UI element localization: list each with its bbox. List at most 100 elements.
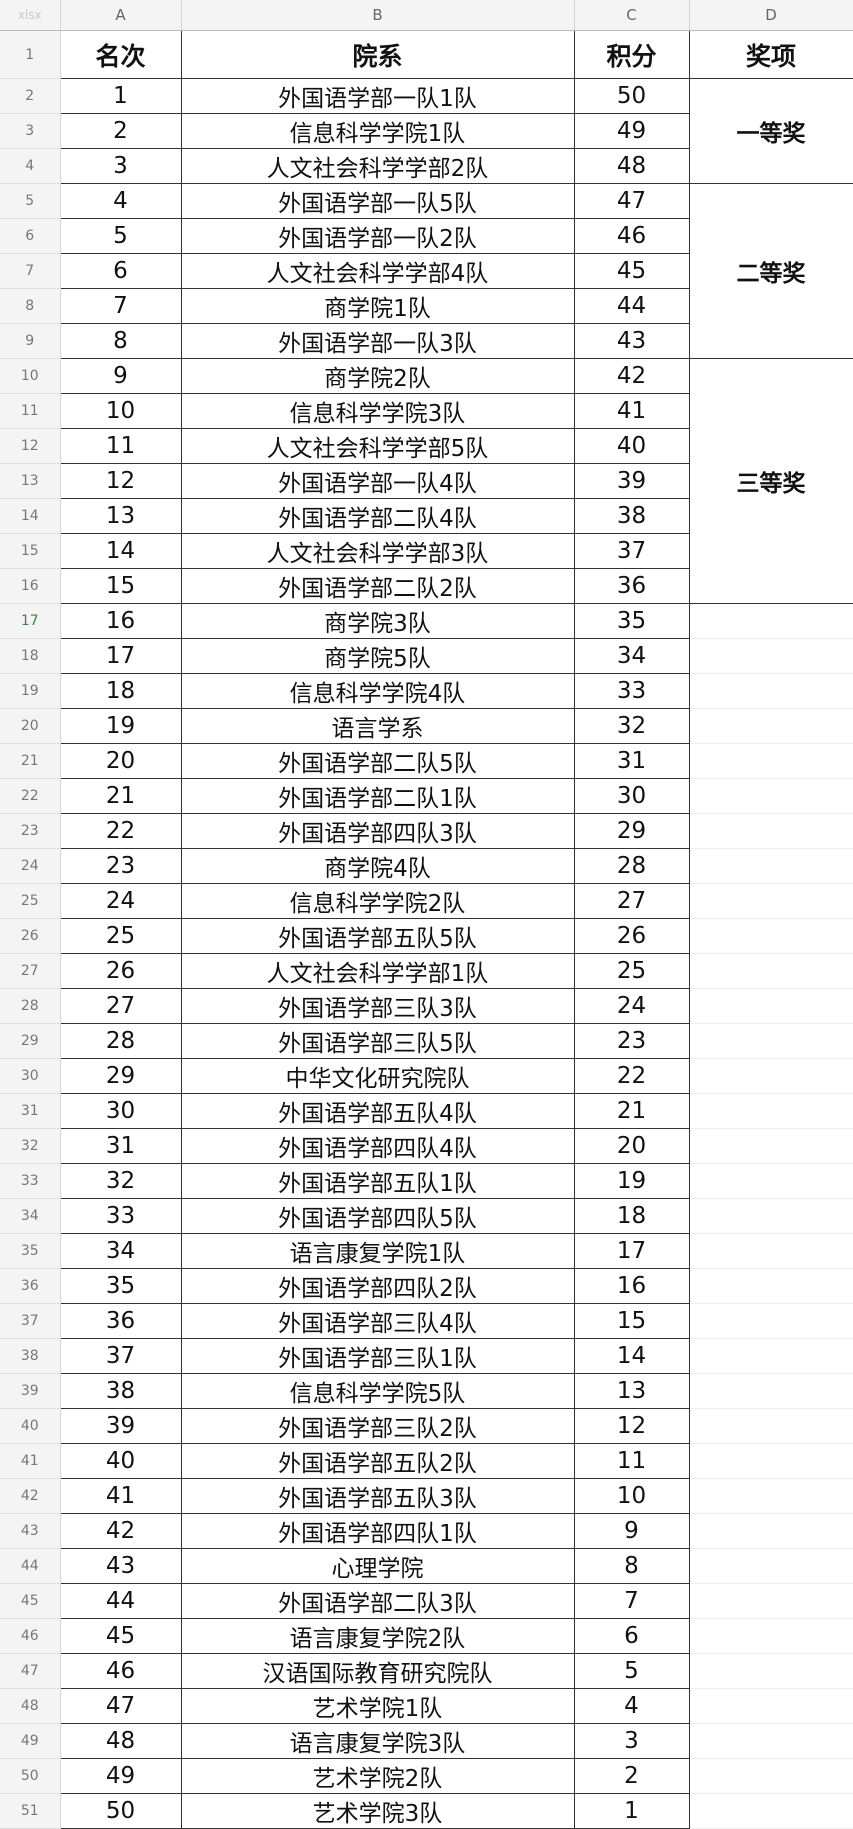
score-cell[interactable]: 24: [573, 988, 690, 1024]
dept-cell[interactable]: 中华文化研究院队: [180, 1058, 575, 1094]
row-header[interactable]: 21: [0, 743, 61, 779]
rank-cell[interactable]: 41: [59, 1478, 182, 1514]
header-award[interactable]: 奖项: [688, 30, 853, 79]
rank-cell[interactable]: 7: [59, 288, 182, 324]
rank-cell[interactable]: 15: [59, 568, 182, 604]
score-cell[interactable]: 49: [573, 113, 690, 149]
score-cell[interactable]: 41: [573, 393, 690, 429]
dept-cell[interactable]: 外国语学部五队3队: [180, 1478, 575, 1514]
rank-cell[interactable]: 14: [59, 533, 182, 569]
row-header[interactable]: 3: [0, 113, 61, 149]
score-cell[interactable]: 8: [573, 1548, 690, 1584]
rank-cell[interactable]: 16: [59, 603, 182, 639]
dept-cell[interactable]: 外国语学部二队5队: [180, 743, 575, 779]
score-cell[interactable]: 31: [573, 743, 690, 779]
score-cell[interactable]: 32: [573, 708, 690, 744]
dept-cell[interactable]: 外国语学部二队3队: [180, 1583, 575, 1619]
rank-cell[interactable]: 49: [59, 1758, 182, 1794]
rank-cell[interactable]: 12: [59, 463, 182, 499]
rank-cell[interactable]: 44: [59, 1583, 182, 1619]
row-header[interactable]: 41: [0, 1443, 61, 1479]
dept-cell[interactable]: 语言康复学院3队: [180, 1723, 575, 1759]
score-cell[interactable]: 20: [573, 1128, 690, 1164]
dept-cell[interactable]: 信息科学学院2队: [180, 883, 575, 919]
rank-cell[interactable]: 2: [59, 113, 182, 149]
column-header-a[interactable]: A: [60, 0, 182, 31]
score-cell[interactable]: 34: [573, 638, 690, 674]
rank-cell[interactable]: 34: [59, 1233, 182, 1269]
row-header[interactable]: 18: [0, 638, 61, 674]
empty-cell[interactable]: [688, 1093, 853, 1129]
dept-cell[interactable]: 外国语学部二队2队: [180, 568, 575, 604]
score-cell[interactable]: 25: [573, 953, 690, 989]
empty-cell[interactable]: [688, 1338, 853, 1374]
empty-cell[interactable]: [688, 848, 853, 884]
dept-cell[interactable]: 商学院3队: [180, 603, 575, 639]
row-header[interactable]: 25: [0, 883, 61, 919]
dept-cell[interactable]: 商学院1队: [180, 288, 575, 324]
rank-cell[interactable]: 1: [59, 78, 182, 114]
row-header[interactable]: 8: [0, 288, 61, 324]
score-cell[interactable]: 44: [573, 288, 690, 324]
row-header[interactable]: 5: [0, 183, 61, 219]
rank-cell[interactable]: 9: [59, 358, 182, 394]
rank-cell[interactable]: 5: [59, 218, 182, 254]
select-all-corner[interactable]: xlsx: [0, 0, 61, 31]
dept-cell[interactable]: 人文社会科学学部1队: [180, 953, 575, 989]
score-cell[interactable]: 15: [573, 1303, 690, 1339]
row-header[interactable]: 23: [0, 813, 61, 849]
rank-cell[interactable]: 24: [59, 883, 182, 919]
empty-cell[interactable]: [688, 1408, 853, 1444]
empty-cell[interactable]: [688, 778, 853, 814]
row-header[interactable]: 13: [0, 463, 61, 499]
dept-cell[interactable]: 外国语学部一队4队: [180, 463, 575, 499]
rank-cell[interactable]: 20: [59, 743, 182, 779]
dept-cell[interactable]: 心理学院: [180, 1548, 575, 1584]
row-header[interactable]: 9: [0, 323, 61, 359]
rank-cell[interactable]: 25: [59, 918, 182, 954]
score-cell[interactable]: 28: [573, 848, 690, 884]
rank-cell[interactable]: 21: [59, 778, 182, 814]
rank-cell[interactable]: 39: [59, 1408, 182, 1444]
empty-cell[interactable]: [688, 603, 853, 639]
rank-cell[interactable]: 13: [59, 498, 182, 534]
rank-cell[interactable]: 17: [59, 638, 182, 674]
score-cell[interactable]: 4: [573, 1688, 690, 1724]
row-header[interactable]: 11: [0, 393, 61, 429]
dept-cell[interactable]: 外国语学部三队3队: [180, 988, 575, 1024]
empty-cell[interactable]: [688, 1198, 853, 1234]
empty-cell[interactable]: [688, 1443, 853, 1479]
header-dept[interactable]: 院系: [180, 30, 575, 79]
empty-cell[interactable]: [688, 1758, 853, 1794]
score-cell[interactable]: 37: [573, 533, 690, 569]
award-cell[interactable]: 二等奖: [688, 183, 853, 359]
empty-cell[interactable]: [688, 1688, 853, 1724]
dept-cell[interactable]: 外国语学部四队2队: [180, 1268, 575, 1304]
empty-cell[interactable]: [688, 638, 853, 674]
dept-cell[interactable]: 信息科学学院1队: [180, 113, 575, 149]
empty-cell[interactable]: [688, 1163, 853, 1199]
empty-cell[interactable]: [688, 1583, 853, 1619]
dept-cell[interactable]: 语言学系: [180, 708, 575, 744]
header-score[interactable]: 积分: [573, 30, 690, 79]
rank-cell[interactable]: 30: [59, 1093, 182, 1129]
score-cell[interactable]: 35: [573, 603, 690, 639]
score-cell[interactable]: 9: [573, 1513, 690, 1549]
empty-cell[interactable]: [688, 708, 853, 744]
rank-cell[interactable]: 27: [59, 988, 182, 1024]
dept-cell[interactable]: 外国语学部一队3队: [180, 323, 575, 359]
row-header[interactable]: 49: [0, 1723, 61, 1759]
header-rank[interactable]: 名次: [59, 30, 182, 79]
dept-cell[interactable]: 外国语学部三队4队: [180, 1303, 575, 1339]
score-cell[interactable]: 30: [573, 778, 690, 814]
empty-cell[interactable]: [688, 1058, 853, 1094]
column-header-d[interactable]: D: [689, 0, 853, 31]
row-header[interactable]: 19: [0, 673, 61, 709]
row-header[interactable]: 10: [0, 358, 61, 394]
empty-cell[interactable]: [688, 1653, 853, 1689]
dept-cell[interactable]: 商学院2队: [180, 358, 575, 394]
row-header[interactable]: 32: [0, 1128, 61, 1164]
dept-cell[interactable]: 人文社会科学学部4队: [180, 253, 575, 289]
dept-cell[interactable]: 外国语学部一队5队: [180, 183, 575, 219]
score-cell[interactable]: 22: [573, 1058, 690, 1094]
